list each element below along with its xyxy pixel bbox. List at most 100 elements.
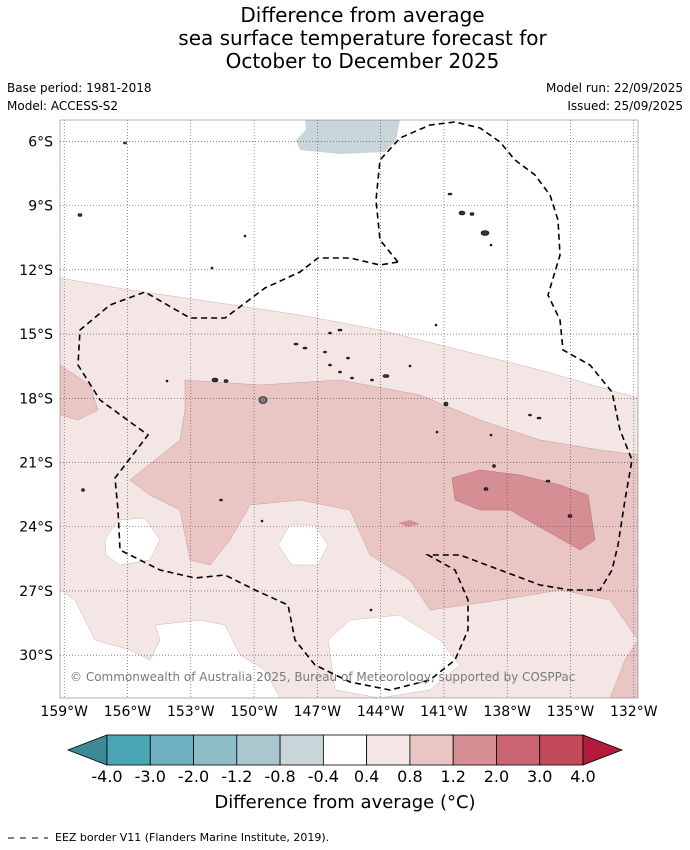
- eez-border: [77, 121, 633, 691]
- lon-label: 159°W: [40, 704, 88, 720]
- island: [337, 328, 343, 332]
- island: [480, 230, 490, 236]
- island: [382, 374, 390, 378]
- lon-label: 141°W: [420, 704, 468, 720]
- lon-label: 150°W: [230, 704, 278, 720]
- island: [435, 430, 439, 434]
- title-line-3: October to December 2025: [225, 49, 500, 73]
- lon-label: 144°W: [357, 704, 405, 720]
- chart-title: Difference from average sea surface temp…: [0, 4, 690, 73]
- map-frame: [59, 119, 639, 699]
- anomaly-field: [60, 120, 638, 698]
- title-line-2: sea surface temperature forecast for: [178, 26, 547, 50]
- island: [258, 396, 268, 404]
- copyright-notice: © Commonwealth of Australia 2025, Bureau…: [70, 670, 575, 684]
- colorbar-segment: [193, 734, 238, 766]
- colorbar-tick-label: 4.0: [570, 767, 595, 786]
- island: [483, 487, 489, 491]
- lon-label: 156°W: [104, 704, 152, 720]
- island: [211, 377, 219, 383]
- island: [165, 379, 169, 383]
- lat-label: 6°S: [28, 134, 53, 150]
- colorbar-tick-label: -0.8: [264, 767, 295, 786]
- lat-label: 9°S: [28, 199, 53, 215]
- colorbar-segment: [236, 734, 281, 766]
- colorbar-min-extension: [66, 734, 108, 766]
- islands: [77, 141, 573, 612]
- lat-label: 27°S: [19, 584, 53, 600]
- latitude-labels: 6°S 9°S 12°S 15°S 18°S 21°S 24°S 27°S 30°S: [19, 134, 53, 664]
- island: [528, 413, 532, 417]
- colorbar-segment: [366, 734, 411, 766]
- island: [293, 342, 299, 346]
- base-period: Base period: 1981-2018: [7, 81, 152, 95]
- island: [567, 514, 573, 518]
- lon-label: 138°W: [483, 704, 531, 720]
- island: [346, 356, 350, 360]
- lat-label: 24°S: [19, 520, 53, 536]
- lon-label: 147°W: [294, 704, 342, 720]
- lon-label: 153°W: [167, 704, 215, 720]
- colorbar-segment: [106, 734, 151, 766]
- lat-label: 15°S: [19, 327, 53, 343]
- title-line-1: Difference from average: [240, 3, 485, 27]
- island: [323, 350, 327, 354]
- island: [328, 331, 332, 335]
- island: [302, 346, 308, 350]
- colorbar: -4.0 -3.0 -2.0 -1.2 -0.8 -0.4 0.4 0.8 1.2 2.0 3.0 4…: [66, 734, 624, 786]
- island: [370, 378, 374, 382]
- band-0-8-1-2: [129, 379, 638, 641]
- model-name: Model: ACCESS-S2: [7, 99, 119, 113]
- island: [443, 401, 449, 407]
- island: [492, 464, 496, 468]
- band-0-8-1-2-west: [60, 364, 99, 421]
- island: [243, 234, 247, 238]
- colorbar-tick-label: 2.0: [484, 767, 509, 786]
- colorbar-tick-label: -3.0: [135, 767, 166, 786]
- colorbar-segment: [149, 734, 194, 766]
- island: [328, 363, 332, 367]
- neutral-pocket-3: [327, 614, 461, 698]
- colorbar-segment: [452, 734, 497, 766]
- neutral-pocket-1: [104, 517, 161, 566]
- lat-label: 12°S: [19, 263, 53, 279]
- grid-lines: [60, 120, 638, 698]
- lat-label: 18°S: [19, 391, 53, 407]
- neutral-pocket-4: [60, 589, 281, 698]
- lat-label: 30°S: [19, 648, 53, 664]
- meta-left: Base period: 1981-2018 Model: ACCESS-S2: [7, 79, 152, 115]
- band-1-2-2-0-small: [398, 520, 420, 527]
- island: [223, 379, 229, 383]
- colorbar-tick-label: -0.4: [308, 767, 339, 786]
- island: [536, 416, 542, 420]
- neutral-pocket-2: [277, 524, 329, 566]
- island: [338, 370, 342, 374]
- colorbar-segment: [322, 734, 368, 766]
- colorbar-segment: [279, 734, 324, 766]
- island: [434, 323, 438, 327]
- lon-label: 132°W: [610, 704, 658, 720]
- colorbar-tick-label: 0.4: [354, 767, 379, 786]
- longitude-labels: 159°W 156°W 153°W 150°W 147°W 144°W 141°W 138°W…: [40, 704, 657, 720]
- colorbar-segment: [409, 734, 454, 766]
- band-neg-0-8-0-4: [296, 120, 400, 154]
- colorbar-tick-label: 1.2: [440, 767, 465, 786]
- island: [350, 376, 354, 380]
- island: [469, 212, 475, 216]
- island: [447, 192, 453, 196]
- colorbar-tick-label: -1.2: [221, 767, 252, 786]
- colorbar-tick-label: 0.8: [397, 767, 422, 786]
- colorbar-max-extension: [582, 734, 624, 766]
- colorbar-tick-label: -4.0: [91, 767, 122, 786]
- band-0-8-1-2-southeast: [609, 639, 638, 698]
- colorbar-title: Difference from average (°C): [214, 792, 476, 813]
- model-run: Model run: 22/09/2025: [545, 81, 683, 95]
- issued-date: Issued: 25/09/2025: [567, 99, 683, 113]
- island: [489, 433, 493, 437]
- colorbar-segment: [496, 734, 541, 766]
- lon-label: 135°W: [547, 704, 595, 720]
- island: [210, 266, 214, 270]
- island: [123, 141, 127, 145]
- colorbar-tick-label: 3.0: [527, 767, 552, 786]
